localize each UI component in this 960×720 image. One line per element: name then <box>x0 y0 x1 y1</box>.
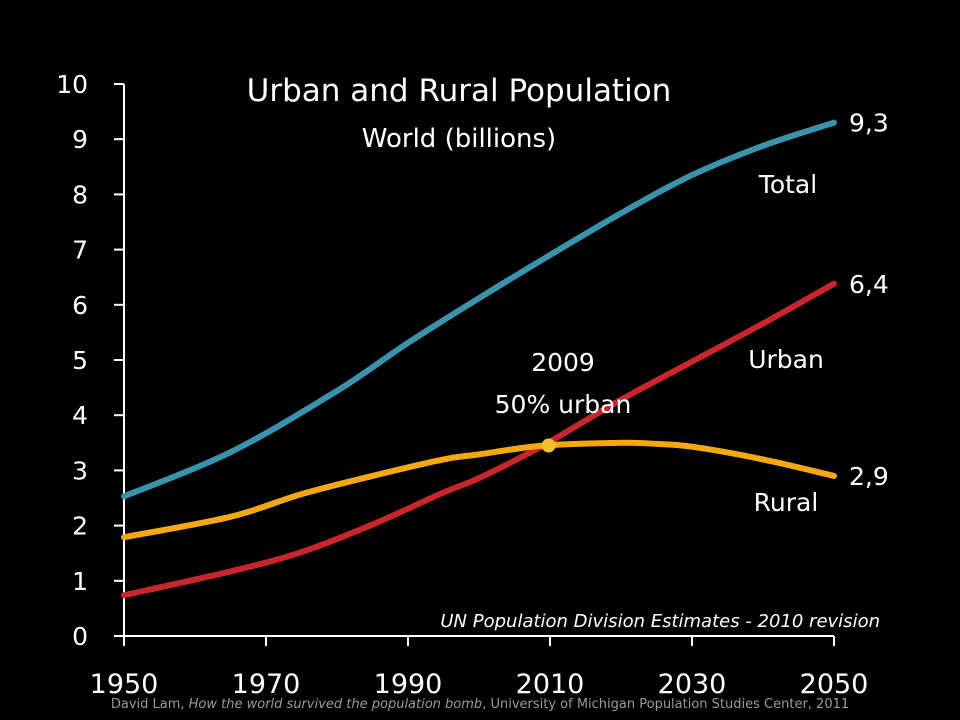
axes: 0 1 2 3 4 5 6 7 8 9 10 1950 1970 1990 2010 2030 2050 <box>56 70 868 700</box>
chart-subtitle: World (billions) <box>362 124 556 154</box>
footer-author: David Lam, <box>110 697 189 712</box>
series-labels: 9,3 Total 6,4 Urban 2,9 Rural <box>748 109 889 517</box>
y-tick-label: 7 <box>72 236 88 265</box>
y-tick-label: 10 <box>56 70 88 99</box>
total-series-name-label: Total <box>758 170 817 199</box>
y-tick-label: 3 <box>72 456 88 485</box>
y-tick-label: 9 <box>72 125 88 154</box>
x-tick-label: 2030 <box>658 669 727 700</box>
chart-title: Urban and Rural Population <box>247 73 672 109</box>
annotation-text: 50% urban <box>495 390 632 419</box>
rural-series-name-label: Rural <box>754 488 819 517</box>
x-tick-label: 1970 <box>232 669 301 700</box>
y-tick-label: 2 <box>72 512 88 541</box>
x-tick-label: 1950 <box>90 669 159 700</box>
y-tick-label: 8 <box>72 180 88 209</box>
y-tick-label: 1 <box>72 567 88 596</box>
y-tick-label: 4 <box>72 401 88 430</box>
rural-series-line <box>121 439 837 541</box>
total-series-line <box>121 119 837 500</box>
footer-institution: , University of Michigan Population Stud… <box>482 697 850 712</box>
footer-work: How the world survived the population bo… <box>188 697 483 712</box>
y-tick-label: 6 <box>72 291 88 320</box>
x-tick-label: 1990 <box>374 669 443 700</box>
y-tick-label: 0 <box>72 622 88 651</box>
x-tick-label: 2010 <box>516 669 585 700</box>
urban-end-value-label: 6,4 <box>849 270 889 299</box>
rural-end-value-label: 2,9 <box>849 462 889 491</box>
footer-credit: David Lam, How the world survived the po… <box>0 697 960 712</box>
y-tick-label: 5 <box>72 346 88 375</box>
crossover-marker <box>541 438 556 453</box>
annotation-year: 2009 <box>531 348 595 377</box>
x-tick-label: 2050 <box>800 669 869 700</box>
total-end-value-label: 9,3 <box>849 109 889 138</box>
source-note: UN Population Division Estimates - 2010 … <box>440 611 880 632</box>
urban-series-line <box>121 280 837 599</box>
urban-series-name-label: Urban <box>748 345 824 374</box>
series-lines <box>121 119 837 599</box>
